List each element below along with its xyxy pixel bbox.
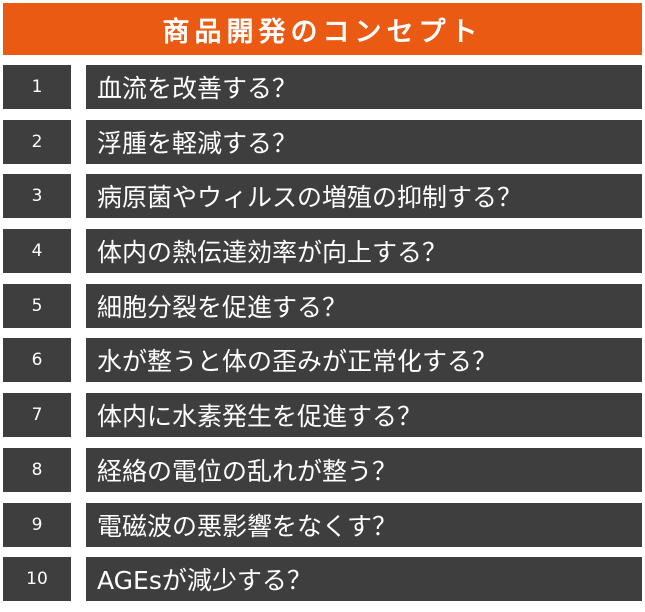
item-text: 電磁波の悪影響をなくす？	[86, 502, 642, 547]
item-text: 体内に水素発生を促進する？	[86, 393, 642, 438]
item-text: AGEsが減少する？	[86, 557, 642, 602]
list-item: 2 浮腫を軽減する？	[3, 119, 642, 164]
list-item: 9 電磁波の悪影響をなくす？	[3, 502, 642, 547]
item-number: 8	[3, 447, 71, 492]
item-number: 3	[3, 174, 71, 219]
item-number: 6	[3, 338, 71, 383]
title-bar: 商品開発のコンセプト	[3, 3, 642, 55]
item-text: 病原菌やウィルスの増殖の抑制する？	[86, 174, 642, 219]
item-number: 7	[3, 393, 71, 438]
item-text: 体内の熱伝達効率が向上する？	[86, 229, 642, 274]
item-number: 10	[3, 557, 71, 602]
list-item: 6 水が整うと体の歪みが正常化する？	[3, 338, 642, 383]
list-item: 1 血流を改善する？	[3, 65, 642, 109]
item-number: 5	[3, 283, 71, 328]
item-text: 経絡の電位の乱れが整う？	[86, 447, 642, 492]
list-item: 7 体内に水素発生を促進する？	[3, 393, 642, 438]
list-item: 5 細胞分裂を促進する？	[3, 283, 642, 328]
list-item: 8 経絡の電位の乱れが整う？	[3, 447, 642, 492]
item-number: 4	[3, 229, 71, 274]
item-text: 浮腫を軽減する？	[86, 119, 642, 164]
list-item: 3 病原菌やウィルスの増殖の抑制する？	[3, 174, 642, 219]
page-title: 商品開発のコンセプト	[162, 16, 483, 48]
item-text: 細胞分裂を促進する？	[86, 283, 642, 328]
item-number: 2	[3, 119, 71, 164]
item-text: 血流を改善する？	[86, 65, 642, 109]
concept-list: 1 血流を改善する？ 2 浮腫を軽減する？ 3 病原菌やウィルスの増殖の抑制する…	[3, 65, 642, 612]
list-item: 4 体内の熱伝達効率が向上する？	[3, 229, 642, 274]
item-text: 水が整うと体の歪みが正常化する？	[86, 338, 642, 383]
item-number: 9	[3, 502, 71, 547]
item-number: 1	[3, 65, 71, 109]
list-item: 10 AGEsが減少する？	[3, 557, 642, 602]
